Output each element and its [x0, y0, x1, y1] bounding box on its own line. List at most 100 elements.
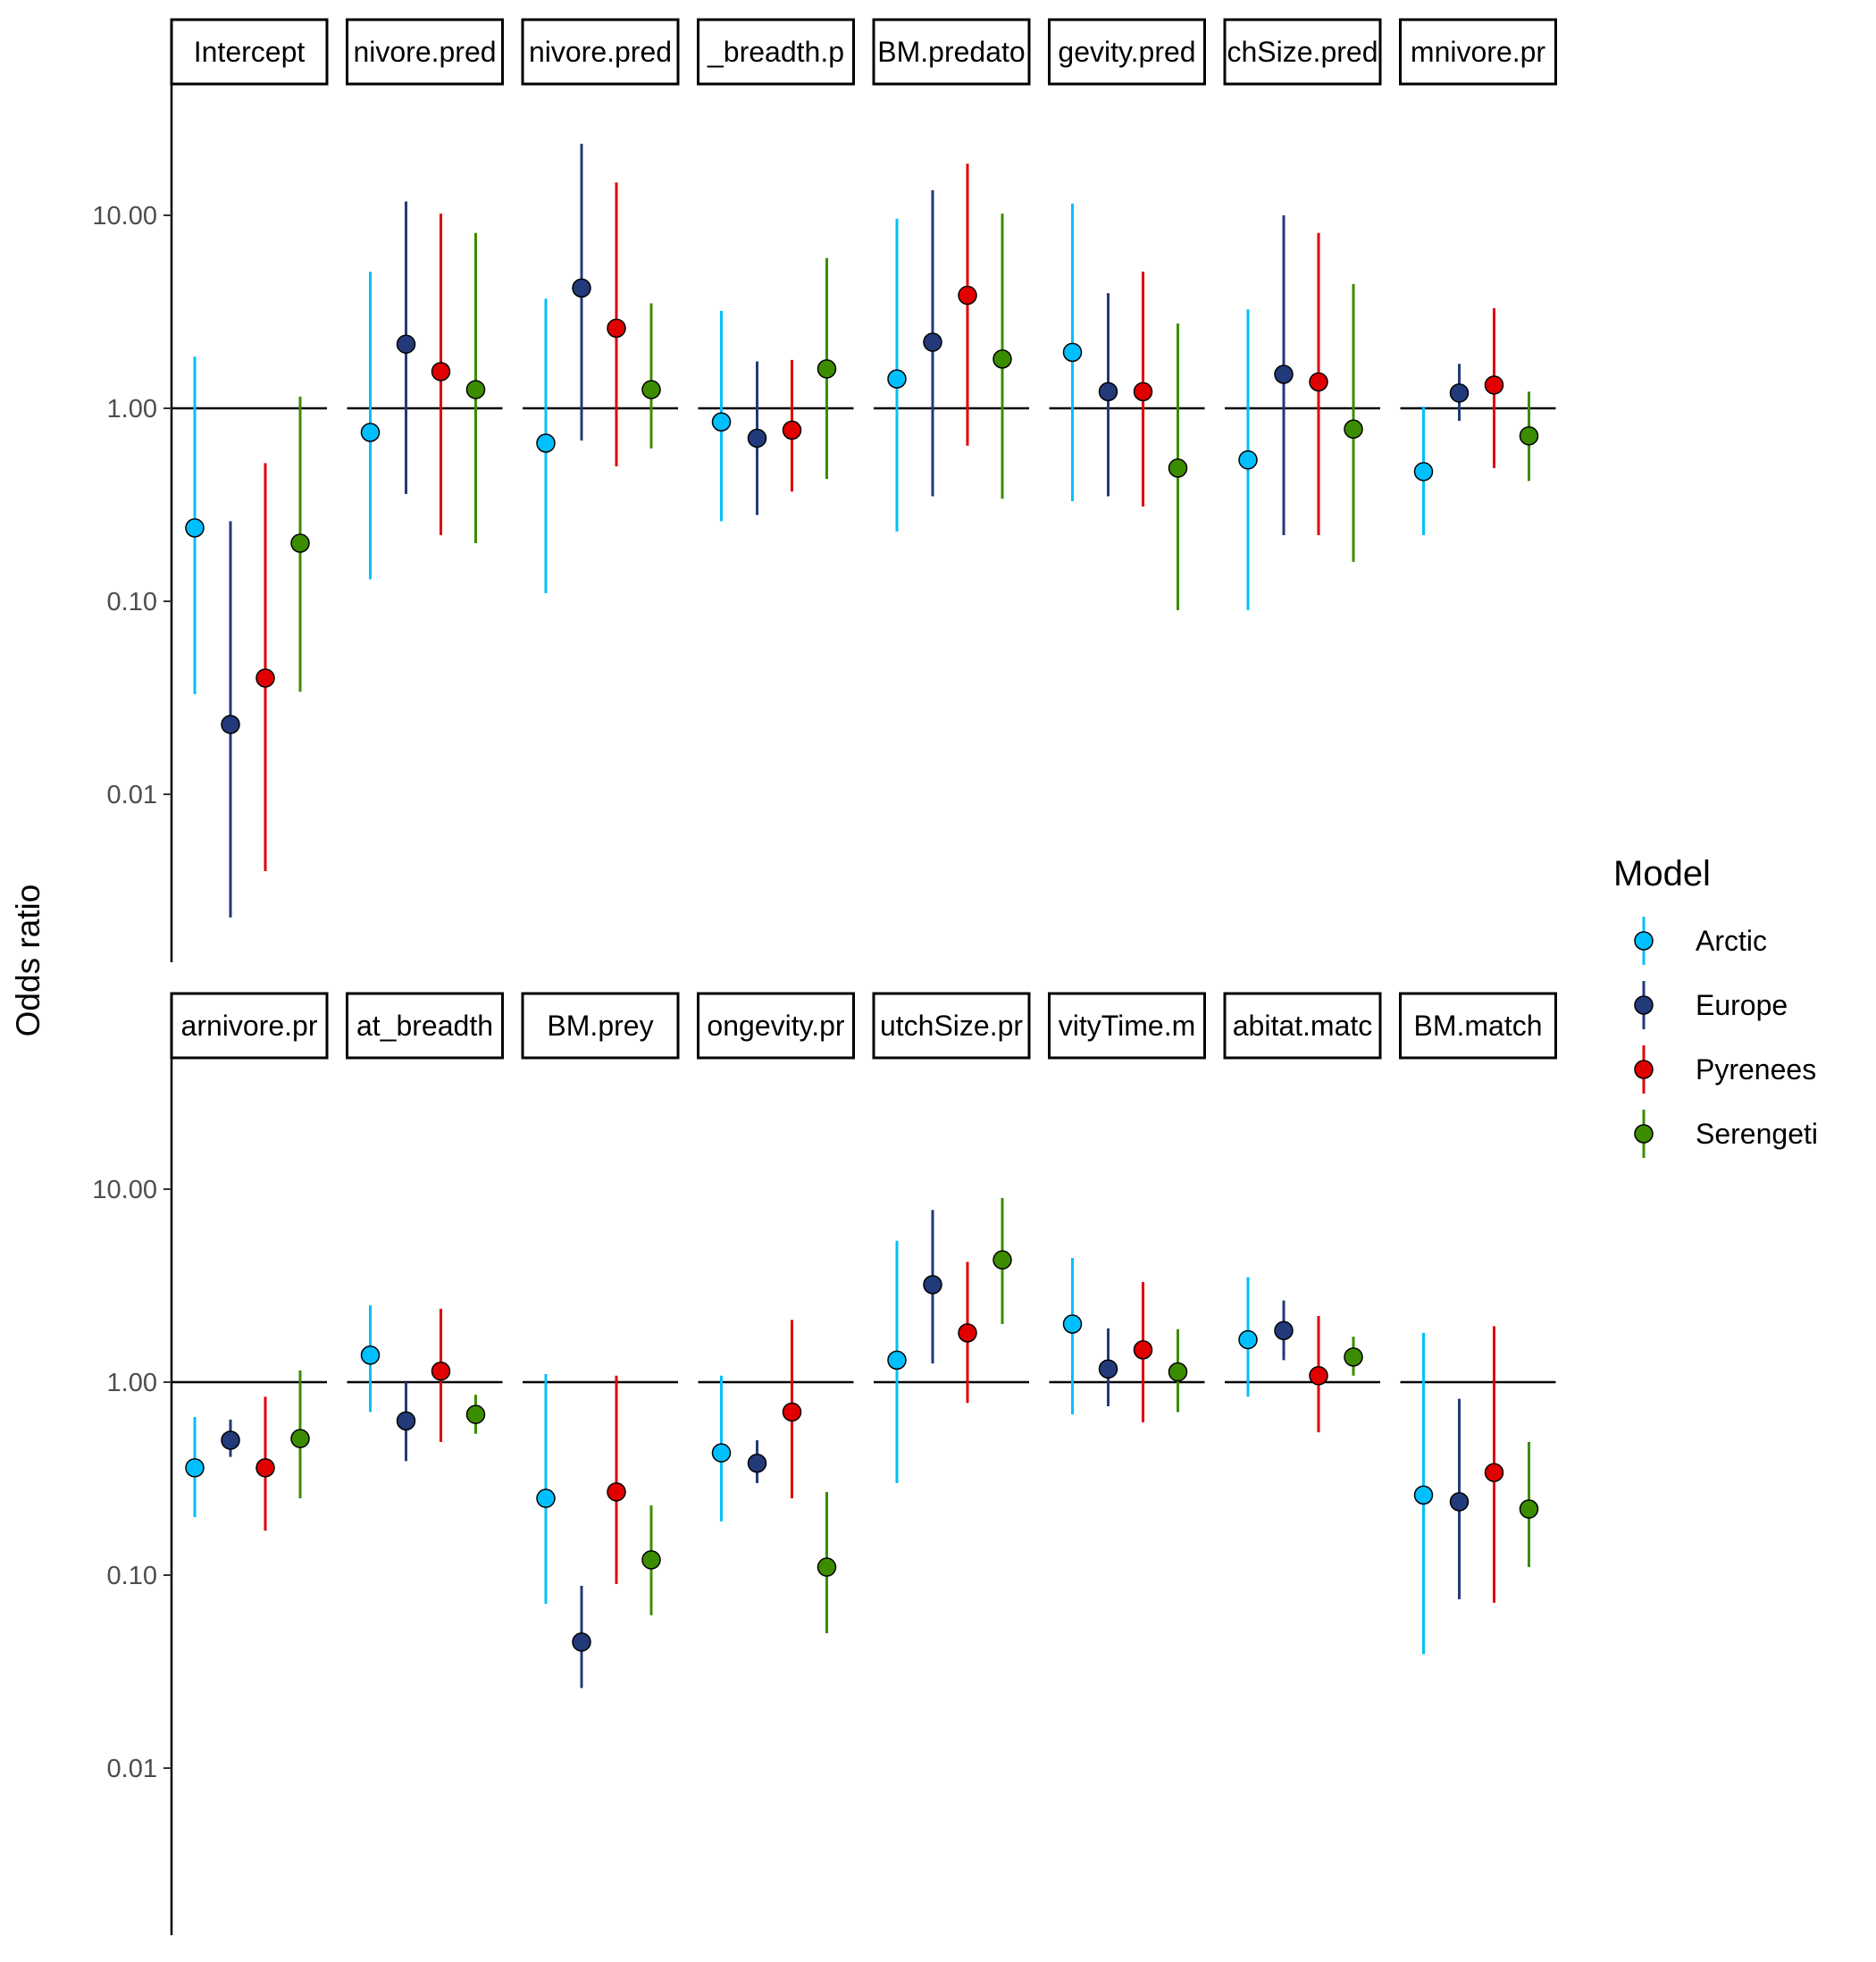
point-pyrenees [958, 285, 977, 306]
facet-panel: utchSize.pr [872, 992, 1031, 1483]
facet-label: Intercept [194, 36, 306, 68]
facet-strip [346, 992, 504, 1060]
point-pyrenees [1133, 382, 1153, 402]
y-tick-label: 1.00 [107, 1369, 157, 1397]
facet-strip [697, 992, 855, 1060]
facet-label: vityTime.m [1059, 1010, 1195, 1042]
facet-strip [170, 18, 329, 86]
legend: Model Arctic Europe Pyrenees Serengeti [1613, 854, 1818, 1158]
legend-key-point [1634, 995, 1654, 1015]
facet-strip [1399, 18, 1557, 86]
point-europe [572, 278, 591, 298]
facet-panel: Intercept [170, 18, 329, 918]
facet-strip [521, 18, 680, 86]
point-serengeti [641, 380, 661, 399]
point-serengeti [641, 1550, 661, 1570]
facet-label: arnivore.pr [181, 1010, 318, 1042]
facet-panel: gevity.pred [1048, 18, 1206, 610]
point-arctic [360, 423, 381, 442]
point-pyrenees [782, 420, 802, 440]
legend-label: Europe [1696, 989, 1788, 1021]
facet-panel: BM.prey [521, 992, 680, 1689]
point-europe [747, 1454, 767, 1473]
point-arctic [185, 1458, 205, 1478]
facet-label: mnivore.pr [1411, 36, 1546, 68]
facet-panels: Intercept nivore.pred nivore.pred _breadth.… [170, 18, 1557, 1689]
facet-panel: at_breadth [346, 992, 504, 1462]
facet-label: chSize.pred [1227, 36, 1378, 68]
facet-panel: chSize.pred [1223, 18, 1382, 610]
point-europe [923, 332, 942, 352]
facet-label: abitat.matc [1233, 1010, 1373, 1042]
point-pyrenees [431, 1361, 451, 1381]
legend-label: Pyrenees [1696, 1053, 1816, 1086]
point-pyrenees [1133, 1340, 1153, 1360]
y-tick-label: 0.01 [107, 1755, 157, 1783]
point-europe [221, 1430, 240, 1450]
point-arctic [1062, 342, 1083, 363]
point-europe [1449, 1492, 1470, 1512]
point-arctic [887, 1350, 907, 1371]
facet-strip [872, 992, 1031, 1060]
point-arctic [887, 369, 907, 389]
facet-strip [697, 18, 855, 86]
legend-item-pyrenees: Pyrenees [1634, 1045, 1816, 1094]
point-arctic [1062, 1314, 1083, 1334]
facet-panel: _breadth.p [697, 18, 855, 522]
point-pyrenees [1484, 1463, 1504, 1482]
y-tick-label: 0.10 [107, 588, 157, 616]
facet-panel: nivore.pred [521, 18, 680, 594]
facet-label: nivore.pred [353, 36, 496, 68]
y-tick-label: 0.10 [107, 1562, 157, 1590]
point-serengeti [992, 1250, 1012, 1270]
facet-panel: BM.match [1399, 992, 1557, 1655]
point-pyrenees [255, 1458, 275, 1478]
point-pyrenees [607, 318, 626, 339]
legend-item-arctic: Arctic [1634, 917, 1767, 965]
point-pyrenees [431, 362, 451, 382]
legend-title: Model [1613, 854, 1711, 893]
facet-strip [872, 18, 1031, 86]
point-serengeti [817, 359, 837, 379]
point-europe [221, 715, 240, 734]
point-arctic [360, 1346, 381, 1365]
facet-strip [1048, 992, 1206, 1060]
point-pyrenees [607, 1482, 626, 1502]
point-europe [1274, 365, 1294, 384]
point-europe [1449, 383, 1470, 403]
point-serengeti [465, 380, 486, 399]
point-europe [1274, 1321, 1294, 1341]
point-serengeti [290, 1429, 310, 1448]
y-tick-label: 1.00 [107, 395, 157, 423]
point-europe [396, 1411, 416, 1431]
y-tick-label: 10.00 [92, 202, 157, 231]
facet-panel: nivore.pred [346, 18, 504, 580]
point-arctic [536, 433, 556, 453]
legend-key-point [1634, 1060, 1654, 1079]
point-arctic [1238, 450, 1258, 470]
legend-key-point [1634, 931, 1654, 951]
legend-label: Serengeti [1696, 1118, 1818, 1150]
facet-panel: vityTime.m [1048, 992, 1206, 1422]
point-pyrenees [1309, 1366, 1328, 1386]
point-pyrenees [1309, 372, 1328, 392]
facet-panel: abitat.matc [1223, 992, 1382, 1433]
point-serengeti [1519, 426, 1539, 446]
facet-label: BM.prey [547, 1010, 653, 1042]
point-arctic [185, 518, 205, 538]
legend-item-serengeti: Serengeti [1634, 1110, 1818, 1158]
point-arctic [1238, 1329, 1258, 1350]
point-arctic [711, 1443, 732, 1463]
facet-label: BM.match [1413, 1010, 1542, 1042]
facet-strip [521, 992, 680, 1060]
point-arctic [1413, 1485, 1434, 1505]
legend-label: Arctic [1696, 925, 1767, 957]
point-pyrenees [255, 668, 275, 688]
point-arctic [1413, 462, 1434, 482]
point-serengeti [1168, 458, 1188, 478]
point-pyrenees [1484, 375, 1504, 395]
point-arctic [711, 412, 732, 432]
facet-label: ongevity.pr [707, 1010, 845, 1042]
point-pyrenees [782, 1402, 802, 1422]
